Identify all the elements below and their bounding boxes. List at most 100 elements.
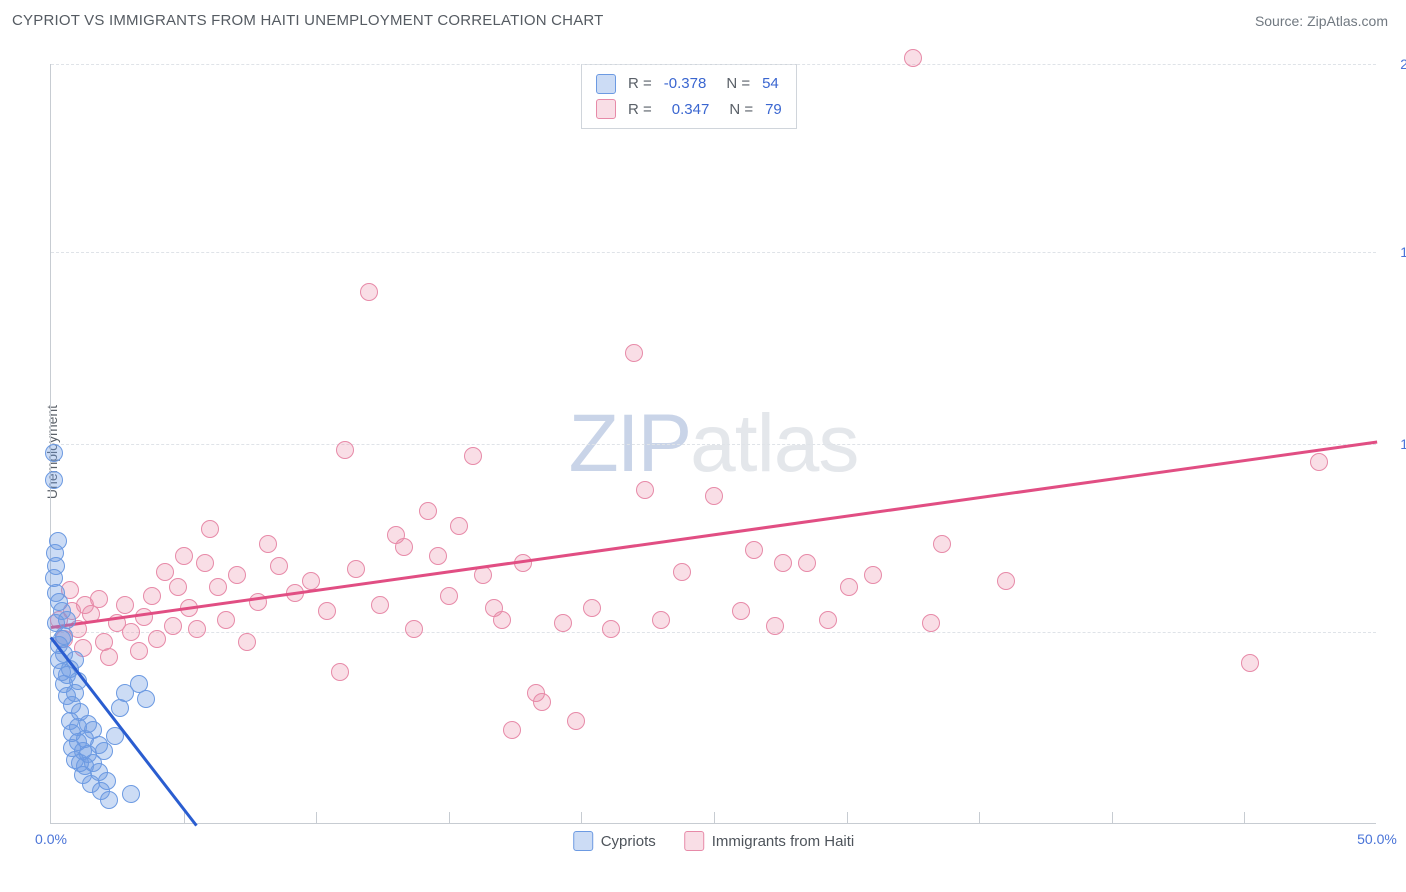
plot-area: ZIPatlas R = -0.378 N = 54 R = 0.347 N =… — [50, 64, 1376, 824]
y-tick-label: 25.0% — [1384, 56, 1406, 72]
data-point-haiti — [169, 578, 187, 596]
gridline-vertical — [316, 812, 317, 824]
data-point-haiti — [904, 49, 922, 67]
x-tick-label-min: 0.0% — [35, 831, 67, 847]
legend-item-haiti: Immigrants from Haiti — [684, 831, 855, 851]
data-point-haiti — [201, 520, 219, 538]
chart-title: CYPRIOT VS IMMIGRANTS FROM HAITI UNEMPLO… — [12, 12, 604, 29]
source-attribution: Source: ZipAtlas.com — [1255, 13, 1388, 29]
data-point-haiti — [450, 517, 468, 535]
data-point-haiti — [429, 547, 447, 565]
data-point-haiti — [922, 614, 940, 632]
data-point-haiti — [798, 554, 816, 572]
data-point-haiti — [602, 620, 620, 638]
y-tick-label: 18.8% — [1384, 244, 1406, 260]
watermark-right: atlas — [690, 398, 858, 489]
data-point-haiti — [933, 535, 951, 553]
r-label: R = — [628, 97, 652, 123]
stats-row-cypriots: R = -0.378 N = 54 — [596, 71, 782, 97]
data-point-haiti — [533, 693, 551, 711]
data-point-haiti — [270, 557, 288, 575]
n-label: N = — [729, 97, 753, 123]
data-point-haiti — [135, 608, 153, 626]
y-tick-label: 12.5% — [1384, 436, 1406, 452]
swatch-haiti-icon — [684, 831, 704, 851]
data-point-cypriots — [45, 471, 63, 489]
data-point-cypriots — [98, 772, 116, 790]
data-point-haiti — [347, 560, 365, 578]
data-point-haiti — [774, 554, 792, 572]
data-point-haiti — [673, 563, 691, 581]
data-point-cypriots — [58, 611, 76, 629]
legend-label-haiti: Immigrants from Haiti — [712, 833, 855, 850]
data-point-haiti — [130, 642, 148, 660]
data-point-haiti — [148, 630, 166, 648]
trend-line-haiti — [51, 441, 1377, 629]
data-point-haiti — [745, 541, 763, 559]
data-point-haiti — [503, 721, 521, 739]
n-value-haiti: 79 — [765, 97, 782, 123]
data-point-haiti — [840, 578, 858, 596]
data-point-haiti — [164, 617, 182, 635]
data-point-haiti — [302, 572, 320, 590]
gridline-horizontal — [51, 64, 1376, 65]
n-label: N = — [726, 71, 750, 97]
data-point-haiti — [217, 611, 235, 629]
n-value-cypriots: 54 — [762, 71, 779, 97]
swatch-haiti-icon — [596, 99, 616, 119]
legend-label-cypriots: Cypriots — [601, 833, 656, 850]
gridline-vertical — [1112, 812, 1113, 824]
r-value-cypriots: -0.378 — [664, 71, 707, 97]
data-point-haiti — [864, 566, 882, 584]
swatch-cypriots-icon — [596, 74, 616, 94]
data-point-haiti — [493, 611, 511, 629]
data-point-haiti — [819, 611, 837, 629]
data-point-haiti — [143, 587, 161, 605]
swatch-cypriots-icon — [573, 831, 593, 851]
gridline-vertical — [184, 812, 185, 824]
x-tick-label-max: 50.0% — [1357, 831, 1397, 847]
data-point-haiti — [196, 554, 214, 572]
data-point-haiti — [1241, 654, 1259, 672]
r-value-haiti: 0.347 — [672, 97, 710, 123]
data-point-haiti — [636, 481, 654, 499]
data-point-haiti — [1310, 453, 1328, 471]
data-point-haiti — [732, 602, 750, 620]
series-legend: Cypriots Immigrants from Haiti — [573, 831, 855, 851]
chart-container: Unemployment ZIPatlas R = -0.378 N = 54 … — [42, 52, 1382, 852]
gridline-vertical — [449, 812, 450, 824]
gridline-horizontal — [51, 444, 1376, 445]
y-tick-label: 6.3% — [1384, 624, 1406, 640]
r-label: R = — [628, 71, 652, 97]
data-point-haiti — [188, 620, 206, 638]
data-point-haiti — [405, 620, 423, 638]
data-point-haiti — [554, 614, 572, 632]
gridline-horizontal — [51, 252, 1376, 253]
gridline-vertical — [581, 812, 582, 824]
data-point-haiti — [440, 587, 458, 605]
data-point-cypriots — [79, 715, 97, 733]
data-point-haiti — [371, 596, 389, 614]
data-point-haiti — [318, 602, 336, 620]
data-point-cypriots — [122, 785, 140, 803]
data-point-haiti — [76, 596, 94, 614]
stats-legend: R = -0.378 N = 54 R = 0.347 N = 79 — [581, 64, 797, 129]
data-point-haiti — [464, 447, 482, 465]
data-point-haiti — [705, 487, 723, 505]
data-point-haiti — [259, 535, 277, 553]
data-point-haiti — [395, 538, 413, 556]
data-point-haiti — [175, 547, 193, 565]
watermark-left: ZIP — [569, 398, 691, 489]
gridline-vertical — [714, 812, 715, 824]
data-point-cypriots — [45, 444, 63, 462]
data-point-haiti — [122, 623, 140, 641]
gridline-vertical — [1244, 812, 1245, 824]
legend-item-cypriots: Cypriots — [573, 831, 656, 851]
data-point-haiti — [238, 633, 256, 651]
data-point-cypriots — [50, 593, 68, 611]
data-point-haiti — [360, 283, 378, 301]
data-point-haiti — [100, 648, 118, 666]
data-point-haiti — [583, 599, 601, 617]
data-point-haiti — [156, 563, 174, 581]
data-point-cypriots — [100, 791, 118, 809]
